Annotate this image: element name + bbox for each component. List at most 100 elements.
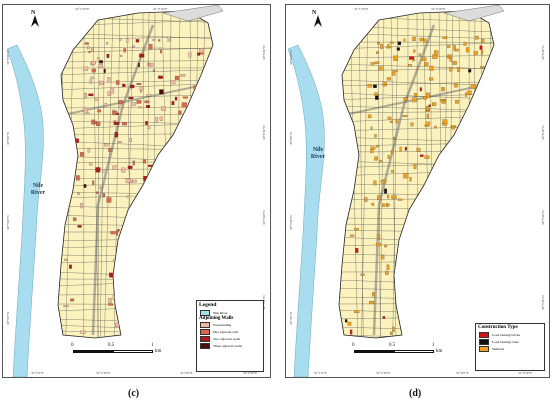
building [174,96,178,101]
legend-item: One adjacent wall [197,328,263,335]
legend-subtitle: Adjoining Walls [199,316,234,322]
building [135,199,138,205]
right-tick: 30°6'10"N [541,125,545,140]
building [418,53,421,57]
adjacent-district [443,5,505,22]
building [132,160,135,166]
legend-swatch [479,331,489,338]
building [373,84,377,88]
building [132,45,136,48]
building [147,164,153,167]
building [126,38,129,43]
legend-swatch [200,343,210,350]
main-road [91,24,155,336]
legend-swatch [200,328,210,335]
building [84,92,88,98]
building [386,264,390,270]
building [442,119,448,124]
building [113,258,116,262]
scale-label: 1 [151,343,154,348]
building [429,77,434,81]
building [404,147,408,151]
building [80,203,83,209]
building [117,273,123,280]
building [480,50,484,55]
building [112,110,117,116]
building [379,159,382,163]
building [99,80,104,86]
caption-d: (d) [409,388,422,399]
building [132,203,135,208]
scale-label: 0.5 [108,343,115,348]
building [91,60,96,65]
building [398,198,403,201]
building [344,319,348,323]
building [99,60,103,64]
street [361,11,369,338]
building [95,167,101,173]
building [121,313,126,316]
bottom-tick: 31°2'30"E [243,371,258,375]
bottom-tick: 31°2'0"E [180,371,193,375]
left-tick: 30°6'30"N [6,50,10,65]
building [382,81,387,85]
building [380,44,383,49]
right-tick: 30°5'40"N [262,210,266,225]
building [474,98,478,101]
building [194,111,198,114]
building [480,66,485,69]
building [426,113,429,119]
building [419,37,424,41]
district-boundary [338,10,495,339]
building [364,197,368,202]
building [426,92,431,98]
building [145,105,151,108]
building [121,167,126,173]
building [421,57,427,61]
building [390,150,394,154]
legend-swatch [200,336,210,343]
building [373,180,377,186]
right-tick: 30°5'10"N [541,295,545,310]
right-tick: 30°6'40"N [262,45,266,60]
legend-swatch [479,345,489,352]
building [440,99,445,102]
building [97,109,101,113]
street [58,94,213,100]
building [374,134,377,138]
building [386,203,390,207]
building [199,52,204,55]
scale-bar: 0 0.5 1 km [352,343,444,357]
building [429,65,434,71]
building [377,195,381,201]
building [159,47,162,50]
north-arrow-label: N [31,10,36,16]
building [392,326,395,332]
building [117,141,122,143]
building [471,128,475,132]
building [174,75,180,80]
building [130,84,135,88]
building [412,36,416,42]
building [120,54,123,58]
building [76,175,80,181]
scale-label: 0 [352,343,355,348]
building [398,283,404,286]
legend-item: Load bearing bricks [476,331,544,338]
building [382,203,386,207]
building [130,102,137,106]
bottom-tick: 31°1'30"E [376,371,391,375]
building [107,91,111,96]
building [374,156,378,161]
building [360,273,365,276]
legend-item-label: Load bearing stone [492,339,519,344]
building [389,41,394,44]
legend-item: Load bearing stone [476,338,544,345]
building [424,155,430,159]
building [376,51,379,54]
building [370,62,375,66]
building [64,258,68,261]
building [387,44,390,49]
street [339,55,494,59]
building [481,39,485,43]
